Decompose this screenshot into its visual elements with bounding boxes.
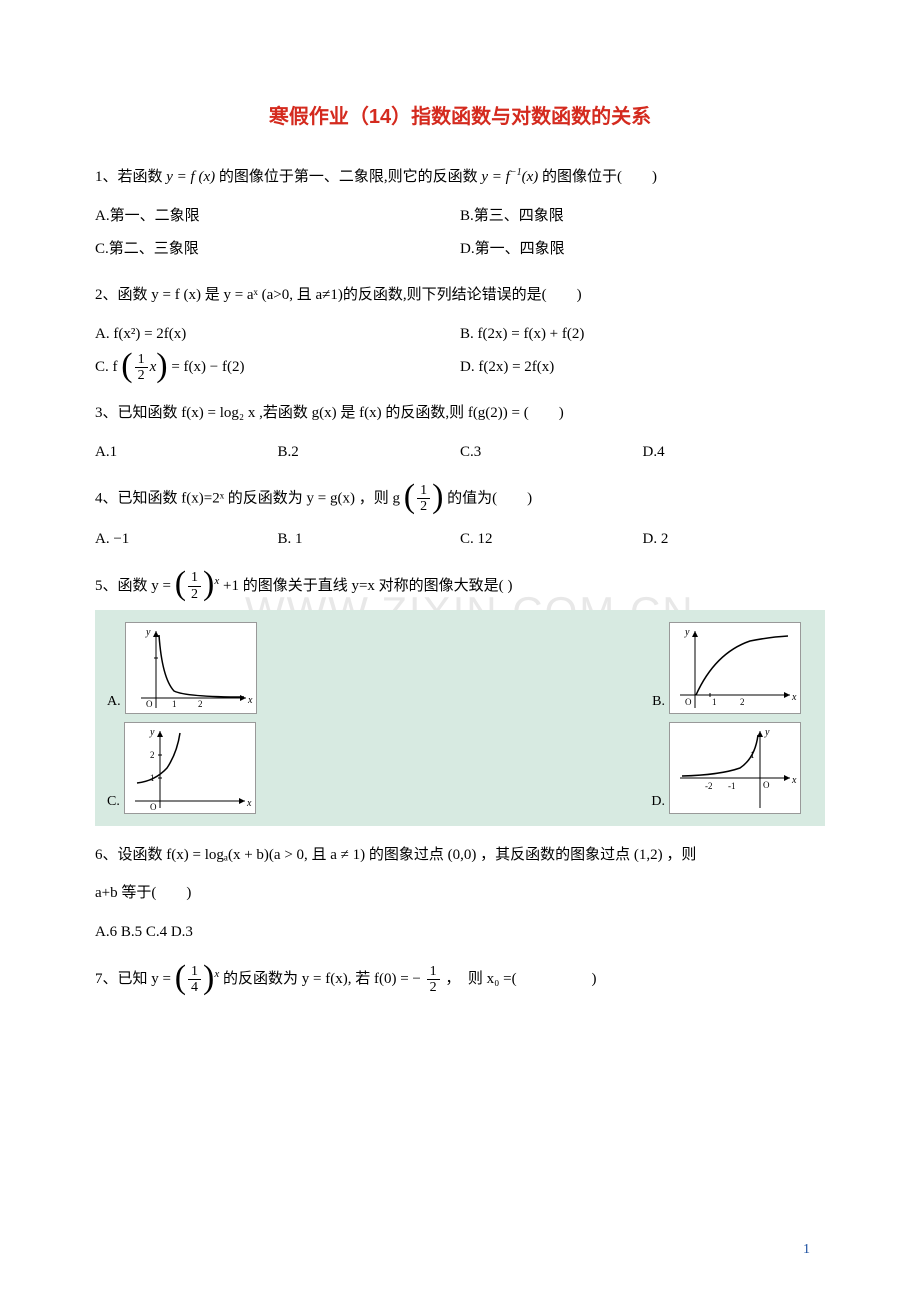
- graph-d: x y O -1 -2 1: [669, 722, 801, 814]
- q3-choices: A.1 B.2 C.3 D.4: [95, 436, 825, 469]
- svg-text:-1: -1: [728, 781, 736, 791]
- q4-choices: A. −1 B. 1 C. 12 D. 2: [95, 523, 825, 556]
- graph-a-label: A.: [107, 690, 121, 714]
- q1-expr-inv: y = f−1(x): [481, 169, 538, 185]
- svg-text:y: y: [145, 627, 151, 638]
- q3-choice-a: A.1: [95, 436, 278, 469]
- graph-b: x y O 1 2: [669, 622, 801, 714]
- q2-choice-a: A. f(x²) = 2f(x): [95, 318, 460, 351]
- q4-choice-a: A. −1: [95, 523, 278, 556]
- svg-text:x: x: [791, 775, 797, 786]
- question-7: 7、已知 y = (14)x 的反函数为 y = f(x), 若 f(0) = …: [95, 963, 825, 995]
- graph-options: A. x y O 1 2 B.: [95, 610, 825, 826]
- q2-choice-b: B. f(2x) = f(x) + f(2): [460, 318, 825, 351]
- q1-choices: A.第一、二象限 B.第三、四象限 C.第二、三象限 D.第一、四象限: [95, 200, 825, 266]
- q6-choices: A.6 B.5 C.4 D.3: [95, 916, 825, 949]
- svg-text:O: O: [150, 802, 157, 812]
- q4-a: 4、已知函数 f(x)=2ˣ 的反函数为 y = g(x) ，则 g: [95, 490, 400, 506]
- svg-text:O: O: [763, 780, 770, 790]
- graph-d-label: D.: [651, 790, 665, 814]
- graph-c-label: C.: [107, 790, 120, 814]
- question-6: 6、设函数 f(x) = logₐ(x + b)(a > 0, 且 a ≠ 1)…: [95, 840, 825, 870]
- svg-text:y: y: [149, 727, 155, 738]
- graph-b-cell: B. x y O 1 2: [460, 618, 813, 718]
- q2c-pre: C. f: [95, 359, 118, 375]
- q4-choice-c: C. 12: [460, 523, 643, 556]
- graph-b-label: B.: [652, 690, 665, 714]
- q3-choice-c: C.3: [460, 436, 643, 469]
- graph-a-cell: A. x y O 1 2: [107, 618, 460, 718]
- svg-text:1: 1: [172, 699, 177, 709]
- graph-d-cell: D. x y O -1 -2 1: [460, 718, 813, 818]
- question-5: 5、函数 y = (12)x +1 的图像关于直线 y=x 对称的图像大致是( …: [95, 570, 825, 602]
- question-3: 3、已知函数 f(x) = log₂ x ,若函数 g(x) 是 f(x) 的反…: [95, 398, 825, 428]
- svg-text:2: 2: [740, 697, 745, 707]
- q2-choice-c: C. f (12x) = f(x) − f(2): [95, 351, 460, 384]
- svg-text:y: y: [764, 727, 770, 738]
- q4-b: 的值为( ): [447, 490, 532, 506]
- graph-c-cell: C. x y O 1 2: [107, 718, 460, 818]
- graph-a: x y O 1 2: [125, 622, 257, 714]
- question-4: 4、已知函数 f(x)=2ˣ 的反函数为 y = g(x) ，则 g (12) …: [95, 483, 825, 515]
- question-2: 2、函数 y = f (x) 是 y = aˣ (a>0, 且 a≠1)的反函数…: [95, 280, 825, 310]
- q5-post: ): [507, 578, 512, 594]
- svg-text:O: O: [146, 699, 153, 709]
- q1-choice-c: C.第二、三象限: [95, 233, 460, 266]
- q4-choice-b: B. 1: [278, 523, 461, 556]
- q1-choice-a: A.第一、二象限: [95, 200, 460, 233]
- svg-text:x: x: [791, 692, 797, 703]
- q5-mid: +1 的图像关于直线 y=x 对称的图像大致是(: [223, 578, 504, 594]
- q1-text-mid: 的图像位于第一、二象限,则它的反函数: [219, 169, 482, 185]
- q1-expr-y: y = f (x): [166, 169, 215, 185]
- q2-choice-d: D. f(2x) = 2f(x): [460, 351, 825, 384]
- q7-post: ， 则 x₀ =( ): [445, 971, 596, 987]
- q7-mid: 的反函数为 y = f(x), 若 f(0) = −: [223, 971, 421, 987]
- q1-text-after: 的图像位于( ): [542, 169, 657, 185]
- q1-choice-b: B.第三、四象限: [460, 200, 825, 233]
- q1-choice-d: D.第一、四象限: [460, 233, 825, 266]
- svg-text:1: 1: [712, 697, 717, 707]
- page-title: 寒假作业（14）指数函数与对数函数的关系: [95, 100, 825, 134]
- q4-choice-d: D. 2: [643, 523, 826, 556]
- q1-text-before: 1、若函数: [95, 169, 166, 185]
- svg-text:x: x: [246, 798, 252, 809]
- q5-pre: 5、函数 y =: [95, 578, 171, 594]
- svg-text:y: y: [684, 627, 690, 638]
- svg-text:O: O: [685, 697, 692, 707]
- q3-choice-b: B.2: [278, 436, 461, 469]
- q2c-mid: = f(x) − f(2): [171, 359, 244, 375]
- q7-pre: 7、已知 y =: [95, 971, 171, 987]
- page-number: 1: [803, 1238, 810, 1262]
- question-1: 1、若函数 y = f (x) 的图像位于第一、二象限,则它的反函数 y = f…: [95, 162, 825, 192]
- q3-choice-d: D.4: [643, 436, 826, 469]
- question-6b: a+b 等于( ): [95, 878, 825, 908]
- svg-text:x: x: [247, 695, 253, 706]
- svg-text:2: 2: [198, 699, 203, 709]
- svg-text:-2: -2: [705, 781, 713, 791]
- q2-choices: A. f(x²) = 2f(x) B. f(2x) = f(x) + f(2) …: [95, 318, 825, 384]
- graph-c: x y O 1 2: [124, 722, 256, 814]
- svg-text:2: 2: [150, 750, 155, 760]
